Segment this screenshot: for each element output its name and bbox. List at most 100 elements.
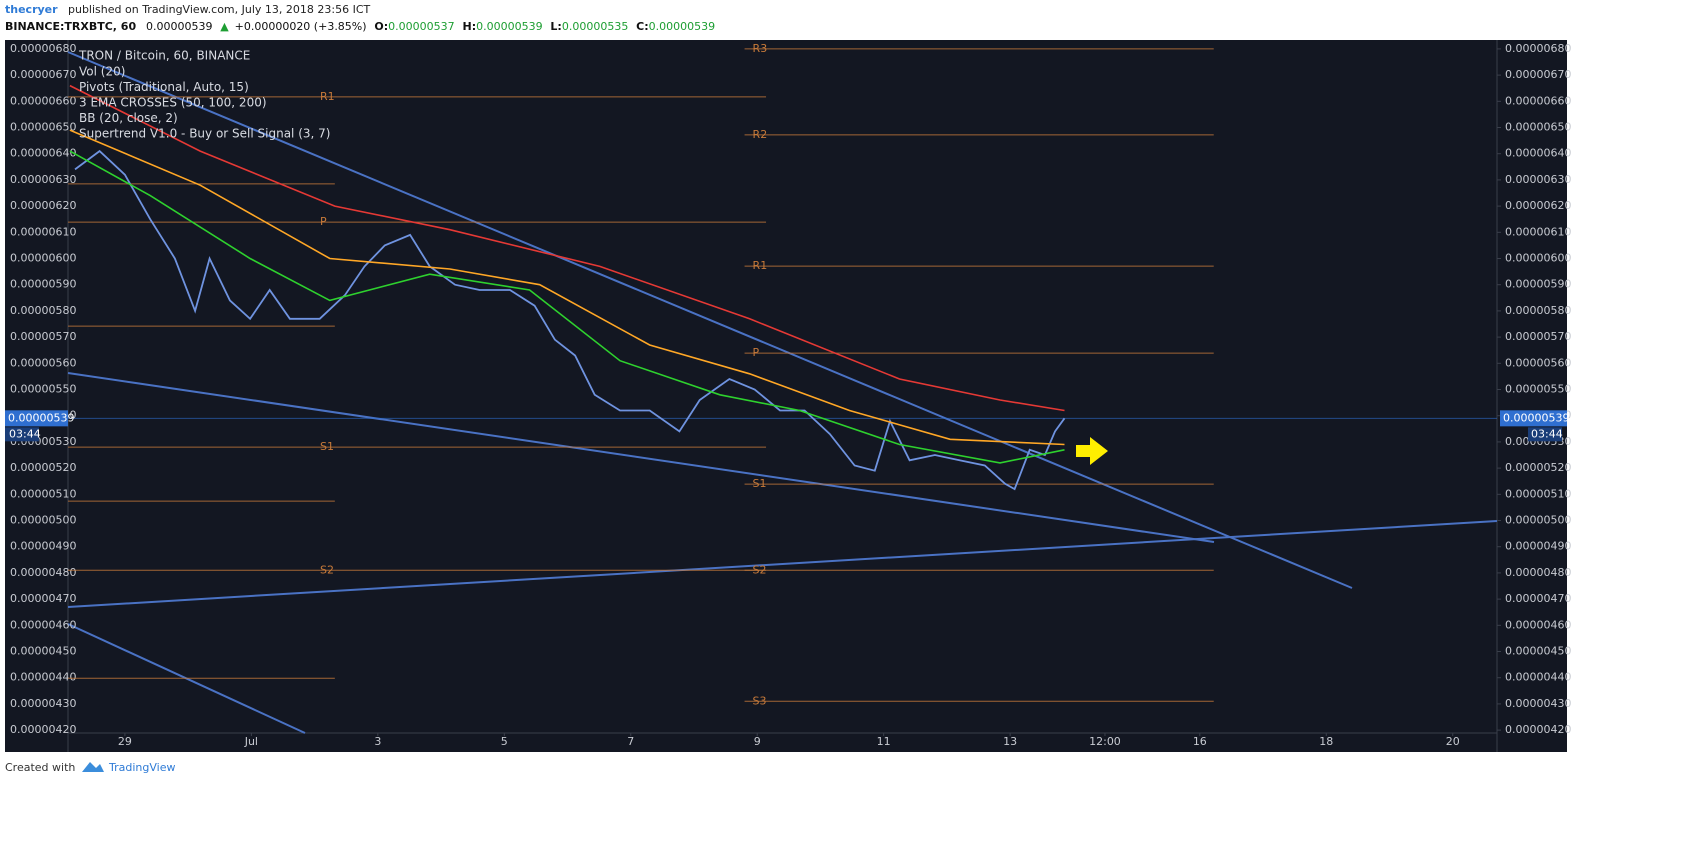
y-tick-label: 0.00000670: [10, 68, 76, 81]
chart-background: [5, 40, 1567, 752]
y-tick-label: 0.00000570: [10, 330, 76, 343]
y-tick-label: 0.00000600: [1505, 252, 1571, 265]
x-tick-label: 29: [118, 735, 132, 748]
ohlc-value: 0.00000535: [562, 20, 628, 33]
ohlc-value: 0.00000537: [388, 20, 454, 33]
trend-line: [67, 51, 1353, 589]
y-tick-label: 0.00000480: [1505, 566, 1571, 579]
y-tick-label: 0.00000560: [10, 356, 76, 369]
y-tick-label: 0.00000640: [10, 147, 76, 160]
arrow-annotation: [1076, 437, 1108, 465]
price-box-label: 0.00000539: [1503, 411, 1569, 424]
x-tick-label: 12:00: [1089, 735, 1121, 748]
y-tick-label: 0.00000550: [10, 383, 76, 396]
x-tick-label: 11: [877, 735, 891, 748]
pivot-label: P: [320, 215, 327, 228]
y-tick-label: 0.00000630: [1505, 173, 1571, 186]
brand[interactable]: TradingView: [108, 761, 175, 774]
y-tick-label: 0.00000500: [10, 514, 76, 527]
legend-title: TRON / Bitcoin, 60, BINANCE: [78, 49, 250, 63]
price-box-label: 0.00000539: [8, 411, 74, 424]
pivot-label: R2: [753, 128, 768, 141]
x-tick-label: 5: [501, 735, 508, 748]
y-tick-label: 0.00000620: [1505, 199, 1571, 212]
y-tick-label: 0.00000590: [1505, 278, 1571, 291]
x-tick-label: 18: [1319, 735, 1333, 748]
y-tick-label: 0.00000670: [1505, 68, 1571, 81]
legend-line: Pivots (Traditional, Auto, 15): [79, 80, 249, 94]
legend-line: BB (20, close, 2): [79, 111, 178, 125]
published: published on TradingView.com, July 13, 2…: [68, 3, 371, 16]
legend-line: 3 EMA CROSSES (50, 100, 200): [79, 96, 267, 110]
y-tick-label: 0.00000450: [1505, 645, 1571, 658]
y-tick-label: 0.00000520: [1505, 461, 1571, 474]
y-tick-label: 0.00000510: [1505, 487, 1571, 500]
x-tick-label: 20: [1446, 735, 1460, 748]
x-tick-label: 9: [754, 735, 761, 748]
symbol: BINANCE:TRXBTC, 60: [5, 20, 136, 33]
y-tick-label: 0.00000680: [10, 42, 76, 55]
legend-line: Supertrend V1.0 - Buy or Sell Signal (3,…: [79, 127, 330, 141]
y-tick-label: 0.00000550: [1505, 383, 1571, 396]
y-tick-label: 0.00000470: [1505, 592, 1571, 605]
price: 0.00000539: [146, 20, 212, 33]
ohlc-label: H:: [462, 20, 476, 33]
y-tick-label: 0.00000610: [10, 225, 76, 238]
pivot-label: S1: [320, 440, 334, 453]
y-tick-label: 0.00000620: [10, 199, 76, 212]
y-tick-label: 0.00000630: [10, 173, 76, 186]
pivot-label: R3: [753, 42, 768, 55]
trend-line: [67, 372, 1215, 543]
price-line: [69, 84, 1065, 412]
pivot-label: R1: [320, 90, 335, 103]
x-tick-label: 7: [627, 735, 634, 748]
y-tick-label: 0.00000560: [1505, 356, 1571, 369]
y-tick-label: 0.00000470: [10, 592, 76, 605]
countdown: 03:44: [9, 427, 41, 440]
ohlc-label: L:: [550, 20, 561, 33]
x-tick-label: Jul: [244, 735, 258, 748]
x-tick-label: 16: [1193, 735, 1207, 748]
y-tick-label: 0.00000440: [10, 671, 76, 684]
countdown-box: [1528, 427, 1562, 442]
x-tick-label: 13: [1003, 735, 1017, 748]
pivot-label: P: [753, 346, 760, 359]
countdown-box: [5, 427, 39, 442]
ohlc-label: O:: [374, 20, 388, 33]
price-line: [69, 129, 1065, 446]
pivot-label: R1: [753, 259, 768, 272]
price-line: [69, 150, 1065, 464]
y-tick-label: 0.00000420: [10, 723, 76, 736]
pivot-label: S2: [753, 563, 767, 576]
y-tick-label: 0.00000680: [1505, 42, 1571, 55]
y-tick-label: 0.00000480: [10, 566, 76, 579]
y-tick-label: 0.00000500: [1505, 514, 1571, 527]
pivot-label: S2: [320, 563, 334, 576]
trend-line: [67, 520, 1498, 608]
ohlc-value: 0.00000539: [476, 20, 542, 33]
author[interactable]: thecryer: [5, 3, 58, 16]
y-tick-label: 0.00000600: [10, 252, 76, 265]
y-tick-label: 0.00000610: [1505, 225, 1571, 238]
pivot-label: S3: [753, 694, 767, 707]
created-with: Created with: [5, 761, 75, 774]
y-tick-label: 0.00000520: [10, 461, 76, 474]
y-tick-label: 0.00000510: [10, 487, 76, 500]
y-tick-label: 0.00000650: [1505, 121, 1571, 134]
legend-line: Vol (20): [79, 65, 125, 79]
change-arrow: ▲: [220, 20, 229, 33]
y-tick-label: 0.00000570: [1505, 330, 1571, 343]
price-box: [1500, 410, 1567, 427]
y-tick-label: 0.00000640: [1505, 147, 1571, 160]
countdown: 03:44: [1531, 427, 1563, 440]
y-tick-label: 0.00000460: [1505, 618, 1571, 631]
y-tick-label: 0.00000430: [10, 697, 76, 710]
change: +0.00000020 (+3.85%): [235, 20, 367, 33]
ohlc-value: 0.00000539: [649, 20, 715, 33]
y-tick-label: 0.00000460: [10, 618, 76, 631]
price-box: [5, 410, 68, 427]
footer: Created with TradingView: [5, 761, 175, 774]
y-tick-label: 0.00000490: [10, 540, 76, 553]
y-tick-label: 0.00000450: [10, 645, 76, 658]
